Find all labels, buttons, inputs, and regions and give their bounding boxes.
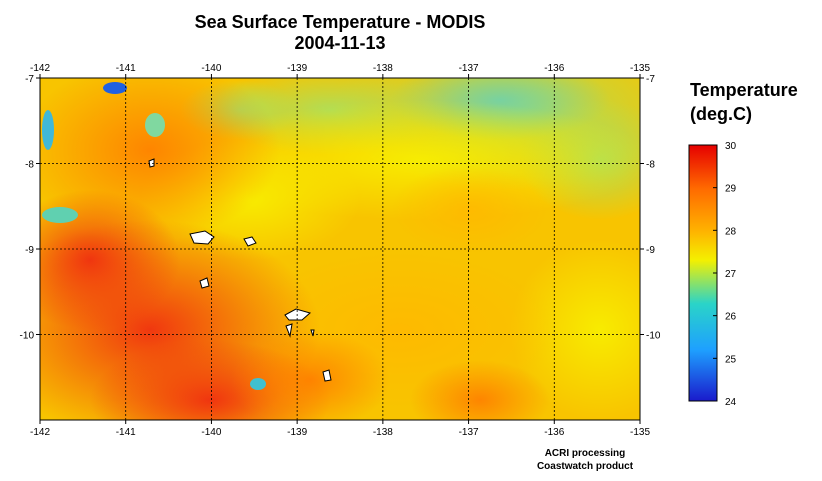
map-title: Sea Surface Temperature - MODIS [194, 12, 486, 32]
credit-processing: ACRI processing [544, 448, 626, 459]
lon-label-top: -137 [459, 63, 479, 74]
colorbar-label: 30 [725, 141, 737, 152]
colorbar-unit: (deg.C) [690, 104, 752, 124]
colorbar-label: 29 [725, 184, 737, 195]
lon-label-top: -141 [116, 63, 136, 74]
lon-label-bottom: -140 [201, 427, 221, 438]
sst-field [40, 78, 640, 420]
island-fatu-hiva [322, 369, 332, 382]
lat-label-left: -7 [25, 74, 34, 85]
island-nuku-hiva [189, 230, 215, 245]
lon-label-bottom: -139 [287, 427, 307, 438]
lon-label-bottom: -135 [630, 427, 650, 438]
lon-label-top: -138 [373, 63, 393, 74]
island-ua-pou [199, 277, 210, 289]
lon-label-top: -142 [30, 63, 50, 74]
lon-label-bottom: -141 [116, 427, 136, 438]
lat-label-right: -10 [646, 331, 661, 342]
lon-label-bottom: -142 [30, 427, 50, 438]
colorbar-label: 25 [725, 354, 737, 365]
lat-label-left: -9 [25, 245, 34, 256]
lat-label-right: -7 [646, 74, 655, 85]
lon-label-top: -139 [287, 63, 307, 74]
colorbar-ticks: 30 29 28 27 26 25 24 [713, 141, 737, 408]
axis-ticks: -142 -142 -141 -141 -140 -140 -139 -139 -138 -138… [20, 63, 661, 438]
colorbar-label: 27 [725, 269, 737, 280]
lat-label-right: -9 [646, 245, 655, 256]
island-tahuata [285, 323, 293, 338]
colorbar-scale [688, 144, 718, 402]
colorbar-label: 26 [725, 312, 737, 323]
colorbar-label: 28 [725, 226, 737, 237]
lon-label-top: -135 [630, 63, 650, 74]
lon-label-bottom: -138 [373, 427, 393, 438]
lat-label-right: -8 [646, 160, 655, 171]
graticule [40, 78, 640, 420]
colorbar-label: 24 [725, 397, 737, 408]
lon-label-bottom: -136 [544, 427, 564, 438]
lon-label-bottom: -137 [459, 427, 479, 438]
credit-product: Coastwatch product [536, 461, 634, 472]
lon-label-top: -140 [201, 63, 221, 74]
colorbar-title: Temperature [690, 80, 798, 100]
lat-label-left: -10 [20, 331, 35, 342]
island-eiao [148, 158, 155, 168]
lat-label-left: -8 [25, 160, 34, 171]
lon-label-top: -136 [544, 63, 564, 74]
map-date: 2004-11-13 [294, 33, 386, 53]
island-ua-huka [243, 236, 257, 247]
